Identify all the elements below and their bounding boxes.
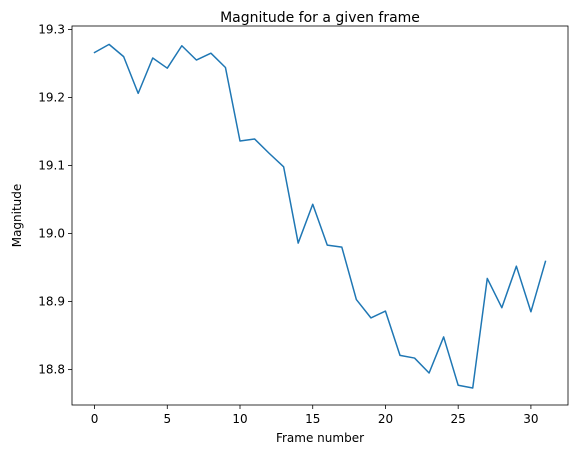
x-tick-label: 10 bbox=[232, 412, 247, 426]
magnitude-series-line bbox=[93, 43, 547, 389]
x-tick-label: 5 bbox=[163, 412, 171, 426]
chart-title: Magnitude for a given frame bbox=[220, 10, 420, 26]
y-tick-label: 19.1 bbox=[38, 158, 65, 172]
x-tick-label: 15 bbox=[305, 412, 320, 426]
x-axis-label: Frame number bbox=[276, 431, 364, 445]
y-tick-label: 19.2 bbox=[38, 90, 65, 104]
y-axis-label: Magnitude bbox=[10, 184, 24, 248]
x-tick-label: 30 bbox=[523, 412, 538, 426]
x-tick-label: 25 bbox=[451, 412, 466, 426]
x-tick-label: 0 bbox=[91, 412, 99, 426]
y-tick-label: 19.3 bbox=[38, 22, 65, 36]
axes bbox=[71, 25, 569, 406]
y-tick-label: 19.0 bbox=[38, 227, 65, 241]
y-tick-label: 18.8 bbox=[38, 363, 65, 377]
ticks: 0 5 10 15 20 25 30 18.8 18.9 19.0 19.1 19.2 19.3 bbox=[38, 22, 538, 426]
plot-area-frame bbox=[71, 25, 569, 406]
x-tick-label: 20 bbox=[378, 412, 393, 426]
y-tick-label: 18.9 bbox=[38, 295, 65, 309]
series-layer bbox=[93, 43, 547, 389]
